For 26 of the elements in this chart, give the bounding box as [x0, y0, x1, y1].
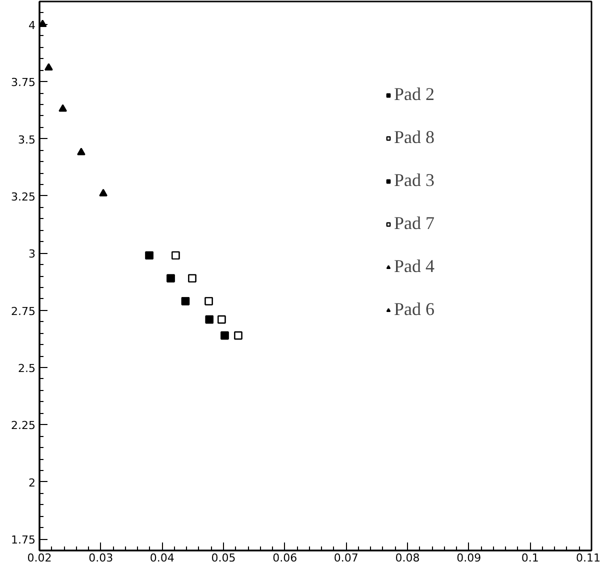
x-tick-label: 0.08 [395, 552, 420, 564]
x-tick-label: 0.1 [521, 552, 539, 564]
legend-label: Pad 4 [394, 256, 434, 277]
y-tick-label: 3 [28, 248, 36, 261]
y-tick-label: 1.75 [11, 534, 36, 547]
x-tick-label: 0.06 [272, 552, 298, 564]
x-tick-label: 0.11 [576, 552, 600, 564]
y-tick-label: 2.75 [11, 304, 36, 318]
legend-label: Pad 6 [394, 299, 434, 320]
legend-label: Pad 3 [394, 170, 434, 191]
y-tick-label: 3.75 [11, 76, 36, 90]
y-tick-label: 2 [28, 476, 36, 490]
legend-label: Pad 2 [394, 84, 434, 105]
y-tick-label: 2.5 [18, 362, 36, 375]
x-tick-label: 0.02 [27, 552, 52, 564]
y-tick-label: 3.25 [11, 190, 36, 204]
legend-label: Pad 7 [394, 213, 434, 234]
y-tick-label: 4 [28, 18, 36, 32]
x-tick-label: 0.07 [334, 552, 358, 564]
y-tick-label: 2.25 [11, 419, 36, 432]
x-tick-label: 0.05 [211, 552, 236, 564]
x-tick-label: 0.03 [88, 552, 114, 564]
x-tick-label: 0.04 [150, 552, 174, 564]
x-tick-label: 0.09 [456, 552, 482, 564]
legend-label: Pad 8 [394, 127, 434, 148]
y-tick-label: 3.5 [18, 133, 36, 146]
